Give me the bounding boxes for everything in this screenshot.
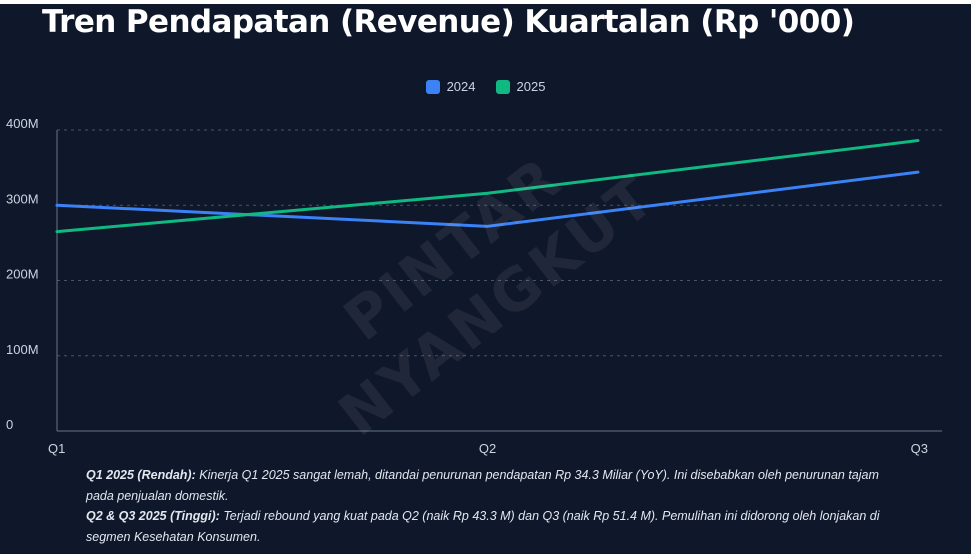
x-tick-label-Q1: Q1 <box>48 441 65 456</box>
y-tick-label-100: 100M <box>6 342 39 357</box>
series-lines <box>55 139 920 234</box>
y-tick-label-200: 200M <box>6 267 39 282</box>
note-q2-q3: Q2 & Q3 2025 (Tinggi): Terjadi rebound y… <box>86 506 906 547</box>
top-strip <box>0 0 971 4</box>
y-tick-label-0: 0 <box>6 417 13 432</box>
tick-labels: 0 100M 200M 300M 400M Q1 Q2 Q3 <box>6 116 928 456</box>
legend-swatch-2024 <box>425 79 440 94</box>
legend: 2024 2025 <box>0 79 971 94</box>
y-tick-label-300: 300M <box>6 191 39 206</box>
legend-label-2025: 2025 <box>516 79 546 94</box>
chart-title: Tren Pendapatan (Revenue) Kuartalan (Rp … <box>42 4 855 40</box>
note-q1: Q1 2025 (Rendah): Kinerja Q1 2025 sangat… <box>86 465 906 506</box>
axes <box>56 130 942 432</box>
note-q2-q3-heading: Q2 & Q3 2025 (Tinggi): <box>86 509 220 523</box>
y-tick-label-400: 400M <box>6 116 39 131</box>
legend-label-2024: 2024 <box>446 79 476 94</box>
chart-notes: Q1 2025 (Rendah): Kinerja Q1 2025 sangat… <box>86 465 906 547</box>
note-q2-q3-text: Terjadi rebound yang kuat pada Q2 (naik … <box>86 509 880 544</box>
x-tick-label-Q3: Q3 <box>911 441 928 456</box>
legend-item-2024[interactable]: 2024 <box>425 79 476 94</box>
legend-item-2025[interactable]: 2025 <box>495 79 546 94</box>
grid-lines <box>57 129 942 357</box>
x-tick-label-Q2: Q2 <box>479 441 496 456</box>
note-q1-text: Kinerja Q1 2025 sangat lemah, ditandai p… <box>86 468 879 503</box>
note-q1-heading: Q1 2025 (Rendah): <box>86 468 196 482</box>
series-line-2025 <box>55 139 920 234</box>
series-line-2024 <box>55 170 920 228</box>
legend-swatch-2025 <box>495 79 510 94</box>
